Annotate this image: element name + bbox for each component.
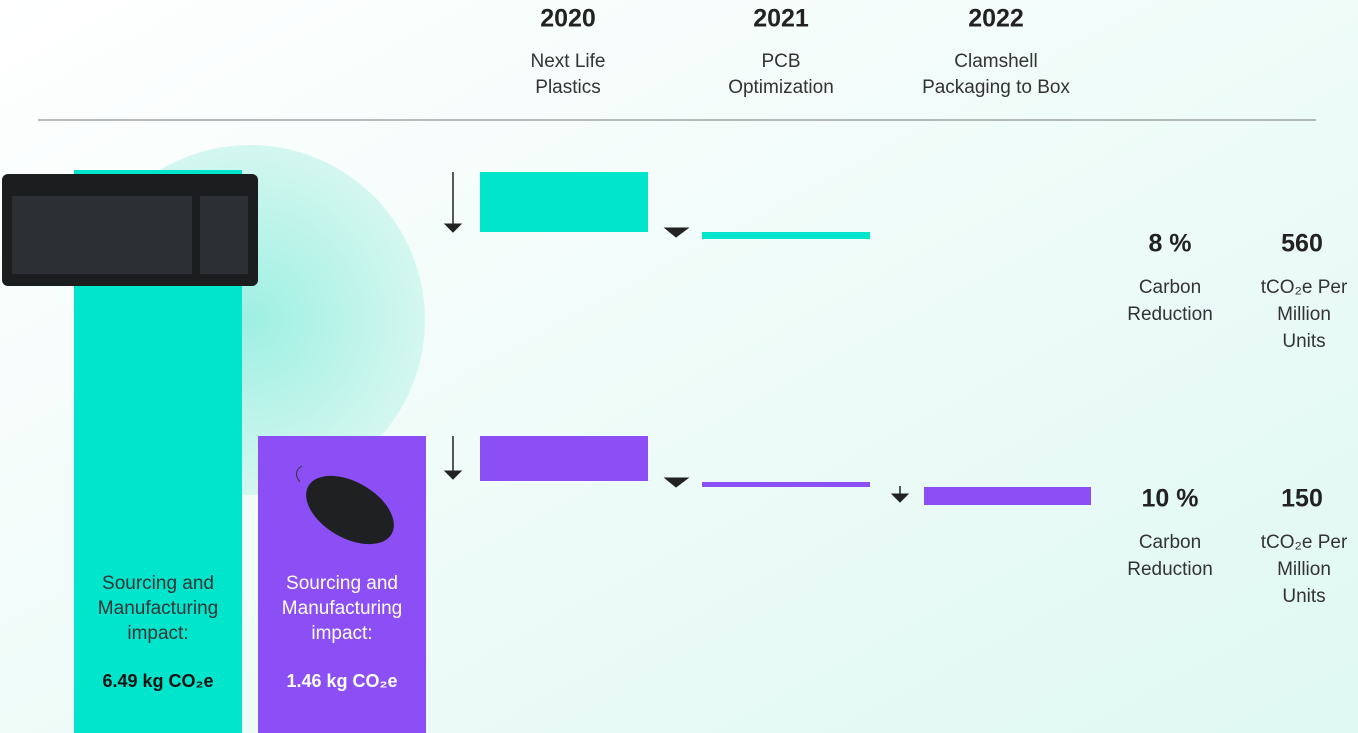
saving-label: Million: [1277, 559, 1331, 580]
saving-label: tCO₂e Per: [1261, 277, 1348, 298]
reduction-bar: [480, 172, 648, 232]
impact-label: Sourcing and: [286, 573, 398, 594]
reduction: 8 %: [1148, 230, 1191, 258]
arrows: [443, 172, 910, 503]
reduction-label: Reduction: [1127, 304, 1213, 325]
impact-label: impact:: [311, 623, 372, 644]
reduction-bar: [702, 232, 870, 239]
saving-label: Units: [1282, 586, 1325, 607]
saving-label: Million: [1277, 304, 1331, 325]
mouse-image: [296, 465, 394, 545]
reduction: 10 %: [1142, 485, 1199, 513]
year: 2021: [753, 5, 809, 33]
reduction-label: Reduction: [1127, 559, 1213, 580]
saving-label: tCO₂e Per: [1261, 532, 1348, 553]
milestone: Optimization: [728, 77, 834, 98]
year: 2020: [540, 5, 596, 33]
reduction-label: Carbon: [1139, 532, 1201, 553]
year: 2022: [968, 5, 1024, 33]
milestone: Plastics: [535, 77, 600, 98]
impact-label: Manufacturing: [282, 598, 402, 619]
milestone: PCB: [761, 51, 800, 72]
milestone: Packaging to Box: [922, 77, 1070, 98]
reduction-bar: [924, 487, 1091, 505]
impact-label: impact:: [127, 623, 188, 644]
reduction-bar: [702, 482, 870, 487]
saving: 150: [1281, 485, 1323, 513]
impact-label: Manufacturing: [98, 598, 218, 619]
impact-label: Sourcing and: [102, 573, 214, 594]
keyboard-image: [2, 174, 258, 286]
saving-label: Units: [1282, 331, 1325, 352]
reduction-bar: [480, 436, 648, 481]
milestone: Next Life: [531, 51, 606, 72]
milestone: Clamshell: [954, 51, 1037, 72]
impact-value: 6.49 kg CO₂e: [102, 671, 213, 691]
saving: 560: [1281, 230, 1323, 258]
reduction-label: Carbon: [1139, 277, 1201, 298]
impact-value: 1.46 kg CO₂e: [286, 671, 397, 691]
